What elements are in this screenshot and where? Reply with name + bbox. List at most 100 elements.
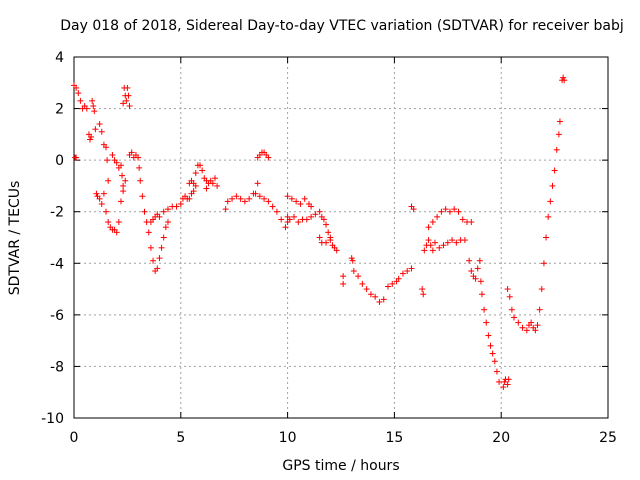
data-point bbox=[477, 278, 484, 285]
data-point bbox=[98, 128, 105, 135]
data-point bbox=[237, 195, 244, 202]
data-point bbox=[425, 237, 432, 244]
y-tick-label: 4 bbox=[55, 50, 64, 66]
data-point bbox=[122, 177, 129, 184]
data-point bbox=[88, 133, 95, 140]
data-point bbox=[125, 92, 132, 99]
data-point bbox=[389, 280, 396, 287]
y-tick-label: -2 bbox=[50, 205, 64, 221]
data-point bbox=[325, 229, 332, 236]
data-point bbox=[139, 193, 146, 200]
data-point bbox=[434, 213, 441, 220]
data-point bbox=[466, 257, 473, 264]
data-point bbox=[555, 131, 562, 138]
data-point bbox=[128, 149, 135, 156]
y-tick-label: -6 bbox=[50, 308, 64, 324]
x-axis-label: GPS time / hours bbox=[282, 458, 399, 474]
data-point bbox=[372, 293, 379, 300]
data-point bbox=[278, 216, 285, 223]
data-point bbox=[192, 170, 199, 177]
data-point bbox=[367, 291, 374, 298]
data-point bbox=[451, 206, 458, 213]
data-point bbox=[203, 185, 210, 192]
data-point bbox=[547, 198, 554, 205]
data-point bbox=[224, 198, 231, 205]
data-point bbox=[211, 175, 218, 182]
data-point bbox=[459, 216, 466, 223]
data-point bbox=[265, 154, 272, 161]
data-point bbox=[308, 203, 315, 210]
data-point bbox=[162, 224, 169, 231]
data-point bbox=[455, 208, 462, 215]
axis-ticks bbox=[73, 56, 609, 419]
data-point bbox=[119, 172, 126, 179]
data-point bbox=[491, 358, 498, 365]
data-point bbox=[349, 257, 356, 264]
data-point bbox=[534, 322, 541, 329]
data-point bbox=[323, 239, 330, 246]
data-point bbox=[404, 268, 411, 275]
data-point bbox=[553, 146, 560, 153]
data-point bbox=[141, 208, 148, 215]
data-point bbox=[560, 74, 567, 81]
data-point bbox=[327, 234, 334, 241]
data-point bbox=[83, 105, 90, 112]
data-point bbox=[273, 208, 280, 215]
x-tick-label: 10 bbox=[279, 430, 297, 446]
data-point bbox=[363, 286, 370, 293]
data-point bbox=[190, 188, 197, 195]
data-point bbox=[316, 234, 323, 241]
data-point bbox=[478, 291, 485, 298]
data-point bbox=[427, 242, 434, 249]
plot-frame bbox=[73, 56, 609, 419]
data-point bbox=[214, 182, 221, 189]
data-point bbox=[496, 378, 503, 385]
data-point bbox=[252, 190, 259, 197]
data-point bbox=[186, 195, 193, 202]
data-point bbox=[160, 234, 167, 241]
data-point bbox=[551, 167, 558, 174]
data-point bbox=[501, 378, 508, 385]
data-point bbox=[420, 291, 427, 298]
data-point bbox=[442, 206, 449, 213]
data-point bbox=[73, 84, 80, 91]
y-tick-labels: -10 -8 -6 -4 -2 0 2 4 bbox=[41, 50, 64, 427]
x-tick-label: 5 bbox=[176, 430, 185, 446]
data-point bbox=[89, 97, 96, 104]
data-point bbox=[538, 286, 545, 293]
data-point bbox=[355, 273, 362, 280]
data-point bbox=[293, 198, 300, 205]
data-point bbox=[487, 342, 494, 349]
data-point bbox=[77, 97, 84, 104]
data-points bbox=[71, 74, 568, 391]
data-point bbox=[308, 213, 315, 220]
y-tick-label: -8 bbox=[50, 359, 64, 375]
data-point bbox=[156, 255, 163, 262]
data-point bbox=[254, 180, 261, 187]
data-point bbox=[519, 324, 526, 331]
data-point bbox=[103, 208, 110, 215]
data-point bbox=[333, 247, 340, 254]
data-point bbox=[320, 216, 327, 223]
data-point bbox=[233, 193, 240, 200]
data-point bbox=[135, 154, 142, 161]
data-point bbox=[474, 265, 481, 272]
data-point bbox=[483, 319, 490, 326]
data-point bbox=[100, 190, 107, 197]
data-point bbox=[444, 239, 451, 246]
data-point bbox=[126, 102, 133, 109]
data-point bbox=[438, 208, 445, 215]
data-point bbox=[350, 268, 357, 275]
data-point bbox=[96, 121, 103, 128]
data-point bbox=[256, 193, 263, 200]
data-point bbox=[500, 384, 507, 391]
data-point bbox=[117, 198, 124, 205]
data-point bbox=[436, 244, 443, 251]
data-point bbox=[323, 221, 330, 228]
y-tick-label: -10 bbox=[41, 411, 64, 427]
data-point bbox=[136, 164, 143, 171]
data-point bbox=[124, 84, 131, 91]
grid-lines bbox=[74, 57, 608, 418]
data-point bbox=[504, 286, 511, 293]
data-point bbox=[246, 195, 253, 202]
